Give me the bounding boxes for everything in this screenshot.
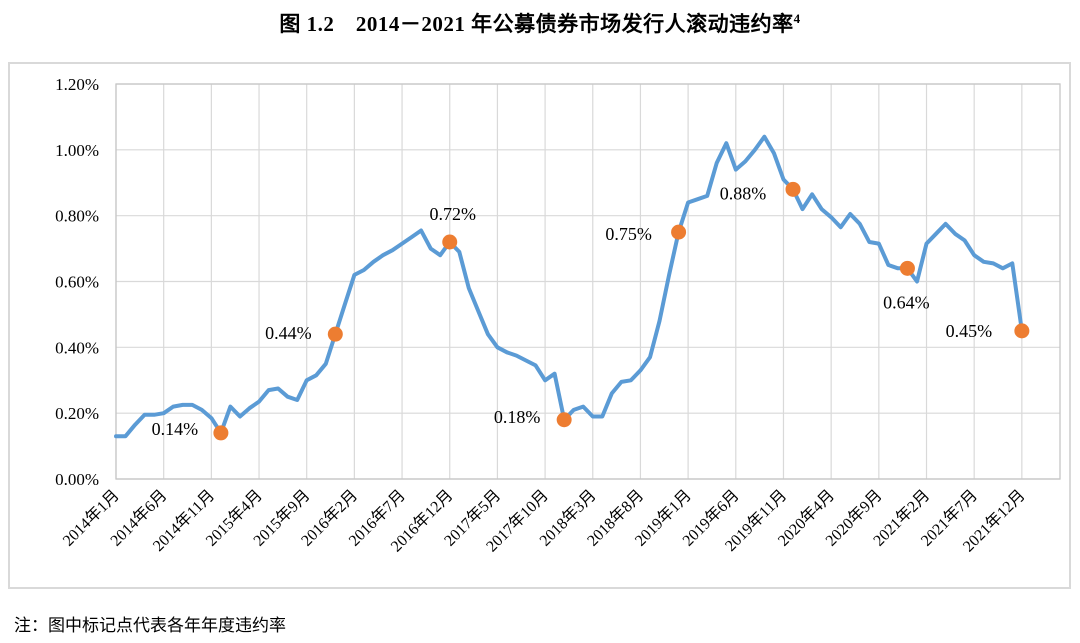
y-tick-label: 0.00% <box>55 470 99 489</box>
plot-border <box>115 83 1061 480</box>
annual-marker-label: 0.72% <box>429 204 476 224</box>
figure-title-superscript: 4 <box>793 11 801 26</box>
annual-marker-label: 0.44% <box>265 323 312 343</box>
y-tick-label: 1.20% <box>55 75 99 94</box>
annual-marker-point <box>327 326 343 342</box>
annual-marker-label: 0.75% <box>605 224 652 244</box>
figure-title: 图 1.2 2014－2021 年公募债券市场发行人滚动违约率4 <box>0 8 1080 38</box>
y-tick-label: 0.20% <box>55 404 99 423</box>
chart-border <box>8 62 1071 589</box>
figure-title-text: 图 1.2 2014－2021 年公募债券市场发行人滚动违约率 <box>279 12 794 36</box>
annual-marker-label: 0.14% <box>152 419 199 439</box>
y-tick-label: 1.00% <box>55 141 99 160</box>
rolling-default-rate-line-chart: 0.00%0.20%0.40%0.60%0.80%1.00%1.20%2014年… <box>8 62 1071 589</box>
annual-marker-point <box>213 425 229 441</box>
annual-marker-point <box>671 224 687 240</box>
annual-marker-point <box>556 412 572 428</box>
figure-note: 注：图中标记点代表各年年度违约率 <box>14 616 286 635</box>
chart-area: 0.00% 0.20% 0.40% 0.60% 0.80% 1.00% 1.20% 2014年… <box>8 62 1071 589</box>
annual-marker-point <box>899 260 915 276</box>
annual-marker-point <box>785 181 801 197</box>
y-tick-label: 0.80% <box>55 207 99 226</box>
y-tick-label: 0.60% <box>55 273 99 292</box>
annual-marker-label: 0.64% <box>883 292 930 312</box>
annual-marker-label: 0.18% <box>494 407 541 427</box>
annual-marker-label: 0.45% <box>946 321 993 341</box>
annual-marker-label: 0.88% <box>720 183 767 203</box>
annual-marker-point <box>1014 323 1030 339</box>
annual-marker-point <box>442 234 458 250</box>
y-tick-label: 0.40% <box>55 338 99 357</box>
